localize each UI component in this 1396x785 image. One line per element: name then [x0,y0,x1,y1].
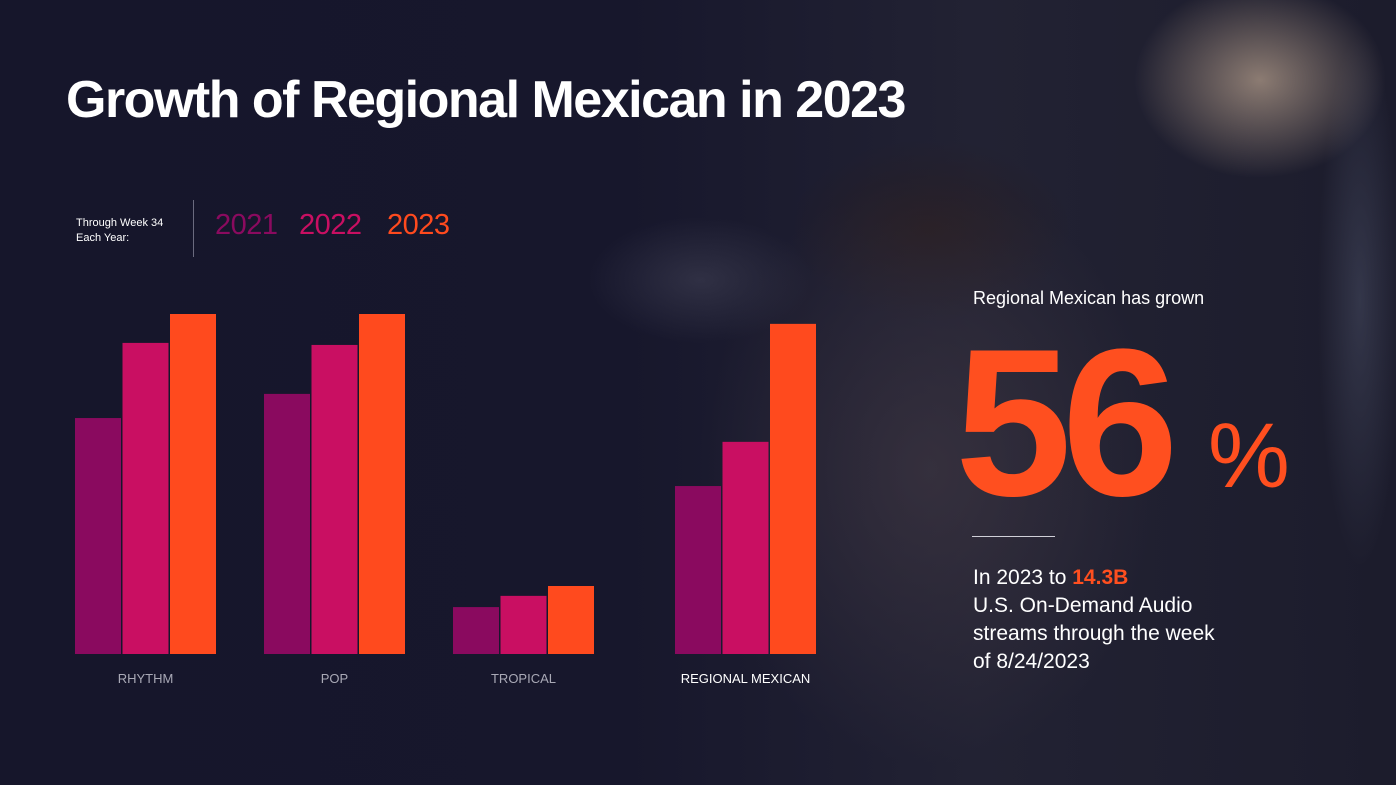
bar-rhythm-2023 [170,314,216,654]
category-label-rhythm: RHYTHM [118,671,174,686]
legend-year-2021: 2021 [215,209,278,241]
bar-regional-mexican-2022 [722,441,769,654]
callout-body-prefix: In 2023 to [973,566,1073,589]
category-labels: RHYTHM POP TROPICAL REGIONAL MEXICAN [118,671,811,686]
bar-pop-2022 [311,344,358,654]
bar-pop-2021 [264,393,310,654]
bar-tropical-2023 [548,586,594,654]
bar-rhythm-2022 [122,342,169,654]
legend-divider [193,200,194,257]
bar-rhythm-2021 [75,418,121,654]
category-label-tropical: TROPICAL [491,671,556,686]
bar-regional-mexican-2023 [770,323,816,654]
legend-caption-line2: Each Year: [76,232,130,244]
growth-unit: % [1208,405,1290,507]
category-label-pop: POP [321,671,348,686]
callout-lead: Regional Mexican has grown [973,288,1205,308]
bar-group [75,314,816,654]
legend-year-2022: 2022 [299,209,362,241]
callout-body-highlight: 14.3B [1072,566,1129,589]
bar-pop-2023 [359,314,405,654]
page-title: Growth of Regional Mexican in 2023 [66,71,906,129]
legend-year-2023: 2023 [387,209,450,241]
callout-divider [972,536,1055,537]
callout-body: In 2023 to 14.3B U.S. On-Demand Audio st… [973,564,1233,676]
bar-chart: RHYTHM POP TROPICAL REGIONAL MEXICAN [75,314,816,686]
bar-tropical-2021 [453,607,499,654]
legend-caption: Through Week 34 Each Year: [76,216,163,246]
bar-tropical-2022 [500,595,547,654]
callout-body-rest: U.S. On-Demand Audio streams through the… [973,594,1215,673]
category-label-regional-mexican: REGIONAL MEXICAN [681,671,811,686]
bar-regional-mexican-2021 [675,486,721,654]
legend-caption-line1: Through Week 34 [76,217,164,229]
growth-value: 56 [955,305,1179,540]
